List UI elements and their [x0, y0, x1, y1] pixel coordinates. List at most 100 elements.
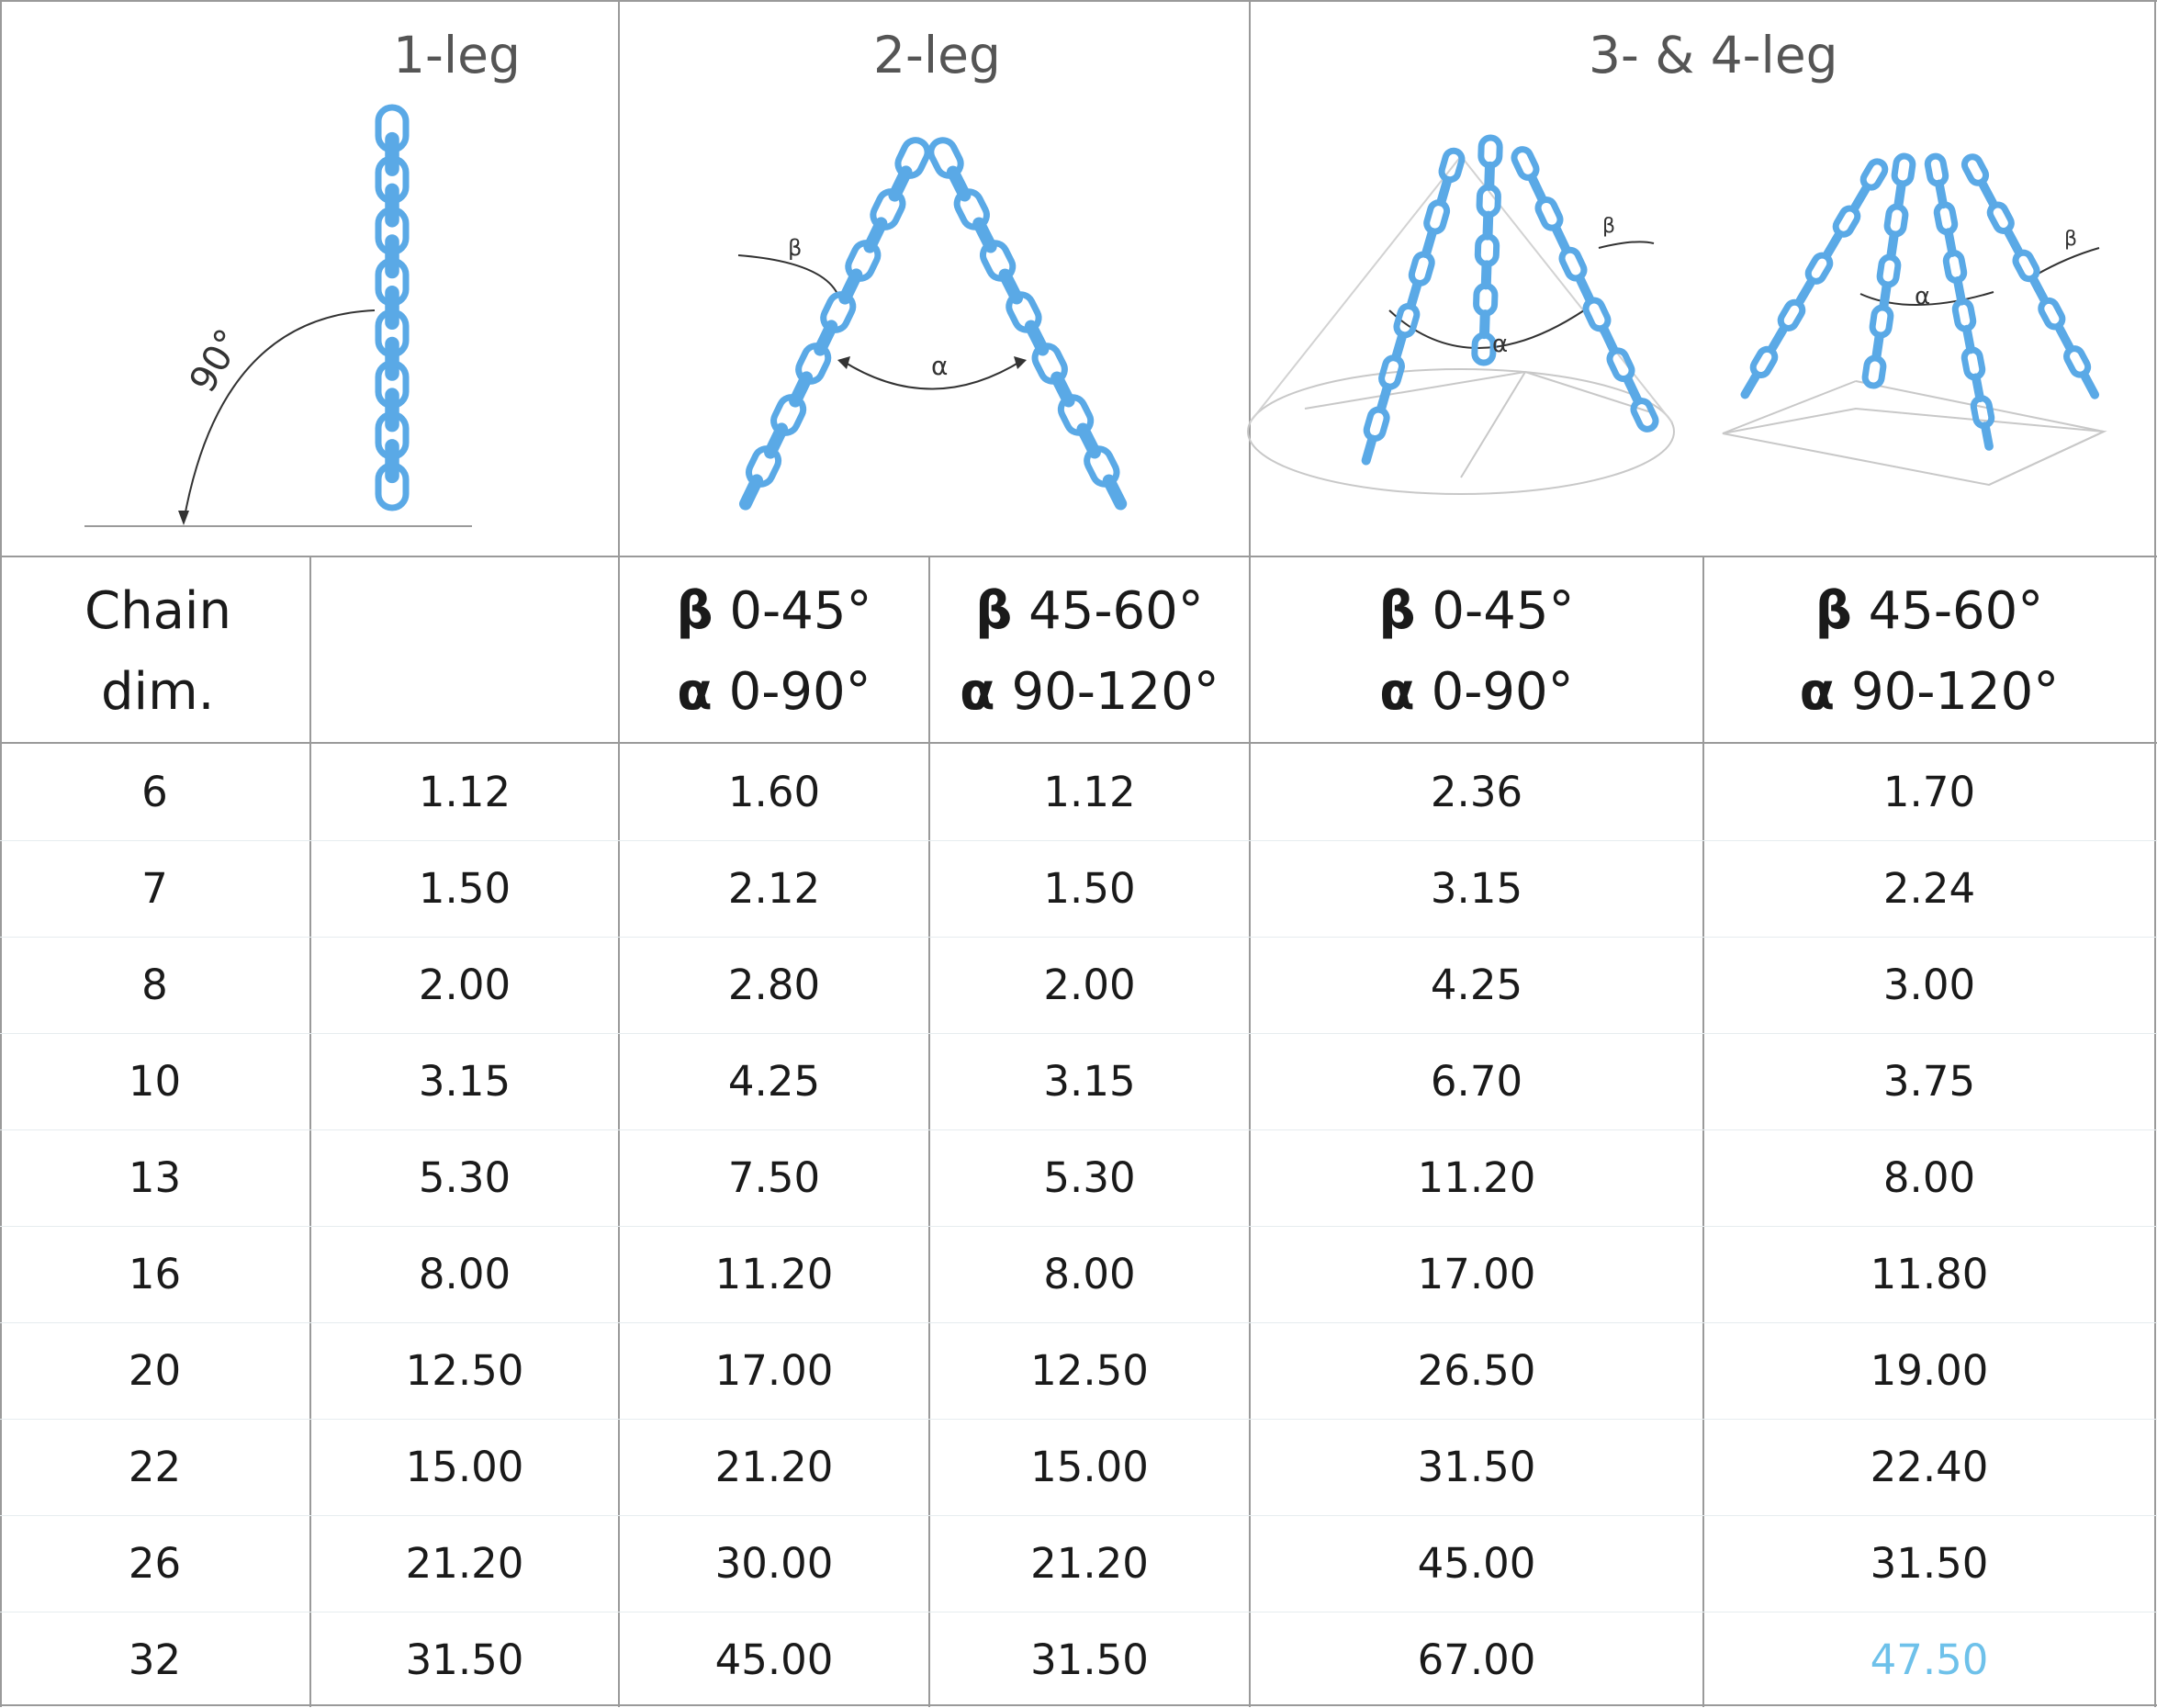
three-leg-chain-right [1511, 146, 1659, 433]
chain-dim-cell: 32 [128, 1635, 182, 1684]
colhead-3-4-leg-high: β 45-60° α 90-120° [1799, 581, 2060, 722]
one-leg-chain-illustration [84, 104, 472, 527]
load-value-cell: 31.50 [1870, 1539, 1989, 1588]
load-value-cell: 15.00 [1030, 1443, 1149, 1491]
load-value-cell: 3.75 [1882, 1057, 1976, 1106]
load-value-cell: 1.12 [1043, 768, 1136, 816]
load-value-cell: 12.50 [405, 1346, 524, 1395]
load-value-cell: 2.12 [727, 864, 821, 913]
four-leg-chain-1 [1740, 158, 1889, 399]
colhead-chain-dim: Chain dim. [84, 581, 231, 722]
load-value-cell: 8.00 [1043, 1250, 1136, 1298]
table-border-top [0, 0, 2157, 2]
chain-link [1891, 152, 1916, 187]
load-value-cell: 31.50 [1030, 1635, 1149, 1684]
load-value-cell: 3.15 [1043, 1057, 1136, 1106]
chain-link [1393, 302, 1421, 339]
load-value-cell: 1.60 [727, 768, 821, 816]
load-value-cell: 67.00 [1417, 1635, 1536, 1684]
three-leg-chain-left [1361, 147, 1466, 466]
load-value-cell: 15.00 [405, 1443, 524, 1491]
row-separator [0, 1419, 2157, 1420]
col-divider-1 [309, 556, 311, 1707]
chain-dim-cell: 8 [141, 961, 168, 1009]
col-divider-5 [1702, 556, 1704, 1707]
chain-dim-cell: 16 [128, 1250, 182, 1298]
chain-link [1869, 304, 1894, 339]
group-title-3-4-leg: 3- & 4-leg [1589, 26, 1838, 84]
chain-link [1477, 134, 1503, 169]
chain-link [1861, 354, 1887, 389]
three-leg-chain-center [1471, 134, 1503, 366]
load-value-cell: 1.12 [418, 768, 511, 816]
load-value-cell: 7.50 [727, 1153, 821, 1202]
chain-dim-cell: 26 [128, 1539, 182, 1588]
row-separator [0, 1322, 2157, 1323]
chain-dim-cell: 13 [128, 1153, 182, 1202]
three-four-leg-chain-illustration [1247, 134, 2107, 495]
table-border-right [2154, 0, 2156, 1707]
chain-link [738, 474, 764, 511]
chain-link [1933, 201, 1959, 236]
load-value-cell: 30.00 [714, 1539, 834, 1588]
load-value-cell: 31.50 [1417, 1443, 1536, 1491]
chain-link [1102, 474, 1128, 511]
chain-link [1960, 346, 1986, 381]
load-value-cell: 3.15 [418, 1057, 511, 1106]
chain-dim-cell: 20 [128, 1346, 182, 1395]
load-value-cell: 1.70 [1882, 768, 1976, 816]
load-value-cell: 47.50 [1870, 1635, 1989, 1684]
header-divider [0, 556, 2157, 557]
chain-link [1981, 421, 1994, 451]
chain-link [1951, 298, 1977, 332]
row-separator [0, 1226, 2157, 1227]
load-value-cell: 12.50 [1030, 1346, 1149, 1395]
group-title-2-leg: 2-leg [873, 26, 1001, 84]
load-value-cell: 17.00 [714, 1346, 834, 1395]
chain-link [385, 336, 399, 381]
chain-link [375, 462, 410, 511]
chain-link [1471, 331, 1497, 366]
two-leg-chain-illustration [737, 137, 1128, 511]
chain-link [1876, 253, 1902, 288]
colhead-3-4-leg-low: β 0-45° α 0-90° [1378, 581, 1575, 722]
load-value-cell: 2.80 [727, 961, 821, 1009]
load-value-cell: 11.20 [1417, 1153, 1536, 1202]
four-leg-chain-3 [1924, 152, 1995, 451]
chain-link [1970, 395, 1995, 430]
chain-link [385, 388, 399, 433]
load-value-cell: 22.40 [1870, 1443, 1989, 1491]
beta-label-2leg: β [788, 235, 803, 261]
chain-link [1883, 203, 1909, 238]
chain-link [385, 183, 399, 228]
chain-dim-cell: 7 [141, 864, 168, 913]
load-value-cell: 2.36 [1430, 768, 1523, 816]
table-border-bottom [0, 1704, 2157, 1706]
load-value-cell: 11.20 [714, 1250, 834, 1298]
load-value-cell: 17.00 [1417, 1250, 1536, 1298]
chain-link [1924, 152, 1949, 187]
alpha-label-3leg: α [1492, 331, 1509, 358]
group-title-1-leg: 1-leg [393, 26, 521, 84]
chain-link [1740, 372, 1760, 399]
load-value-cell: 3.00 [1882, 961, 1976, 1009]
row-separator [0, 840, 2157, 841]
chain-link [1473, 282, 1499, 317]
load-value-cell: 4.25 [1430, 961, 1523, 1009]
row-separator [0, 1129, 2157, 1130]
chain-link [385, 131, 399, 176]
row-separator [0, 937, 2157, 938]
colhead-2-leg-low: β 0-45° α 0-90° [676, 581, 872, 722]
load-value-cell: 6.70 [1430, 1057, 1523, 1106]
colhead-2-leg-high: β 45-60° α 90-120° [960, 581, 1219, 722]
right-chain [927, 137, 1128, 511]
chain-link [1630, 398, 1659, 433]
beta-label-4leg: β [2064, 228, 2078, 251]
load-value-cell: 5.30 [418, 1153, 511, 1202]
four-leg-chain-2 [1861, 152, 1916, 389]
group-divider-2 [1249, 0, 1251, 1707]
chain-dim-cell: 6 [141, 768, 168, 816]
load-value-cell: 19.00 [1870, 1346, 1989, 1395]
chain-link [1408, 251, 1435, 287]
